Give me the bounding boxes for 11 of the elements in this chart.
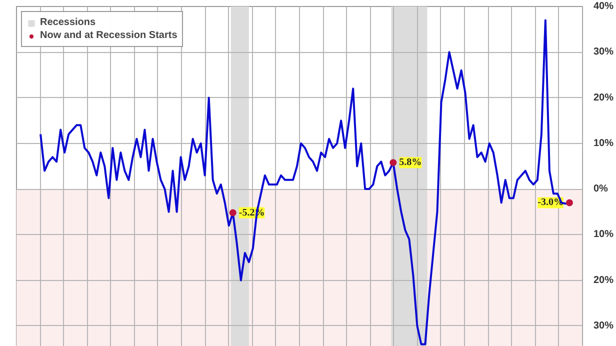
y-tick-label: 0% (594, 184, 608, 195)
y-tick-label: 30% (594, 320, 614, 332)
y-tick-label: 30% (594, 46, 614, 58)
data-label: 5.8% (399, 157, 422, 168)
y-tick-label: 20% (594, 274, 614, 286)
y-tick-label: 40% (594, 1, 614, 12)
y-tick-label: 20% (594, 92, 614, 104)
legend-label: Now and at Recession Starts (40, 30, 178, 41)
annotation: Recessions (40, 17, 96, 28)
y-tick-label: 10% (594, 229, 614, 240)
y-tick-label: 10% (594, 138, 614, 149)
